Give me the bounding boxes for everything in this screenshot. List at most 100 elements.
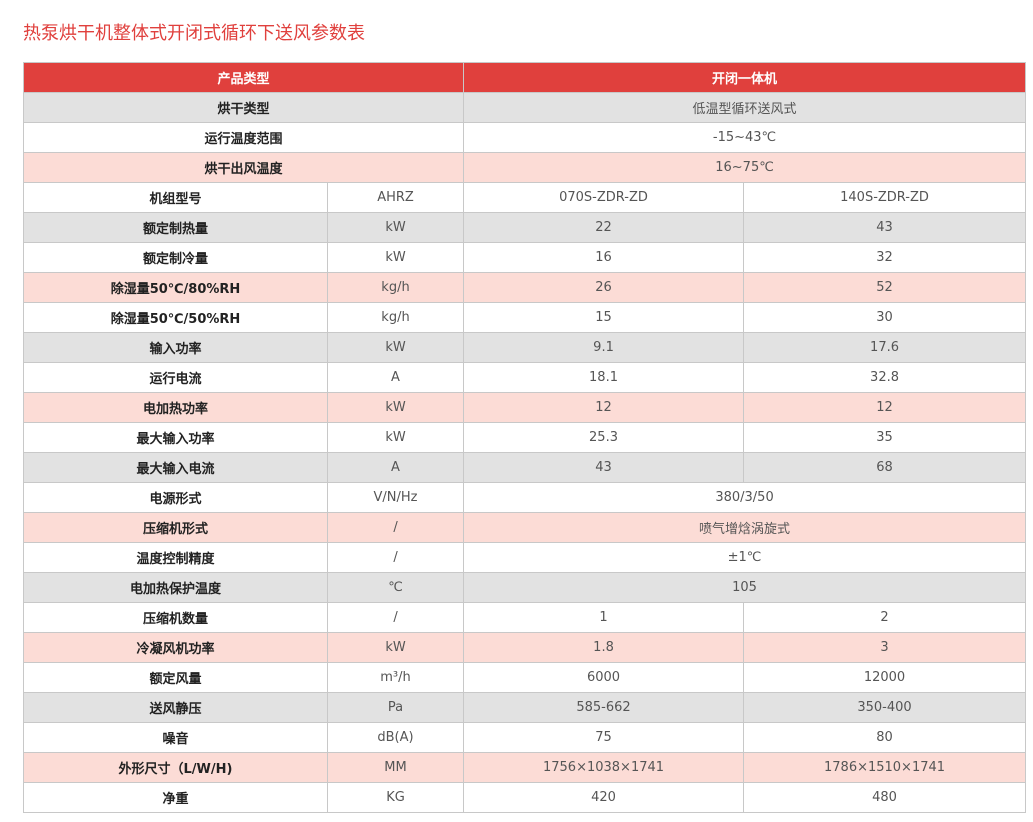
table-row: 运行电流 A 18.1 32.8 — [23, 362, 1027, 393]
table-cell: / — [326, 542, 465, 573]
table-row: 送风静压 Pa 585-662 350-400 — [23, 692, 1027, 723]
table-cell: 35 — [743, 422, 1027, 453]
table-cell: 压缩机形式 — [23, 512, 328, 543]
table-cell: kW — [326, 632, 465, 663]
table-row: 除湿量50℃/80%RH kg/h 26 52 — [23, 272, 1027, 303]
table-cell: 52 — [743, 272, 1027, 303]
table-cell: 420 — [463, 782, 745, 813]
table-cell: 电源形式 — [23, 482, 328, 513]
table-cell: 26 — [463, 272, 745, 303]
table-cell: 9.1 — [463, 332, 745, 363]
table-cell: 585-662 — [463, 692, 745, 723]
table-cell: A — [326, 452, 465, 483]
table-row: 额定制热量 kW 22 43 — [23, 212, 1027, 243]
table-cell: m³/h — [326, 662, 465, 693]
table-cell: 额定制冷量 — [23, 242, 328, 273]
table-row: 烘干类型 低温型循环送风式 — [22, 92, 1027, 123]
table-cell: dB(A) — [326, 722, 465, 753]
table-row: 除湿量50℃/50%RH kg/h 15 30 — [23, 302, 1027, 333]
table-cell: 32.8 — [743, 362, 1027, 393]
table-cell: kg/h — [326, 272, 465, 303]
table-cell: 15 — [463, 302, 745, 333]
table-cell: 输入功率 — [23, 332, 328, 363]
table-cell: kW — [326, 392, 465, 423]
table-row: 压缩机形式 / 喷气增焓涡旋式 — [23, 512, 1027, 543]
table-cell: / — [326, 602, 465, 633]
table-cell: 额定风量 — [23, 662, 328, 693]
table-cell: 电加热保护温度 — [23, 572, 328, 603]
table-cell: 压缩机数量 — [23, 602, 328, 633]
table-cell: 12 — [463, 392, 745, 423]
table-cell: ±1℃ — [463, 542, 1027, 573]
table-cell: 30 — [743, 302, 1027, 333]
table-cell: 68 — [743, 452, 1027, 483]
table-cell: 43 — [743, 212, 1027, 243]
page-title: 热泵烘干机整体式开闭式循环下送风参数表 — [23, 23, 365, 44]
table-row: 净重 KG 420 480 — [23, 782, 1027, 813]
table-cell: 除湿量50℃/80%RH — [23, 272, 328, 303]
table-cell: 外形尺寸（L/W/H) — [23, 752, 328, 783]
table-cell: 最大输入功率 — [23, 422, 328, 453]
table-cell: 3 — [743, 632, 1027, 663]
table-row: 电加热功率 kW 12 12 — [23, 392, 1027, 423]
table-row: 运行温度范围 -15~43℃ — [22, 122, 1027, 153]
table-cell: 运行温度范围 — [22, 122, 465, 153]
table-cell: kW — [326, 212, 465, 243]
table-cell: 净重 — [23, 782, 328, 813]
table-cell: 6000 — [463, 662, 745, 693]
table-row: 电源形式 V/N/Hz 380/3/50 — [23, 482, 1027, 513]
header-row: 产品类型 开闭一体机 — [22, 62, 1027, 93]
table-cell: 80 — [743, 722, 1027, 753]
table-cell: 12000 — [743, 662, 1027, 693]
table-cell: kW — [326, 422, 465, 453]
table-cell: 350-400 — [743, 692, 1027, 723]
table-cell: 运行电流 — [23, 362, 328, 393]
table-cell: 2 — [743, 602, 1027, 633]
table-cell: A — [326, 362, 465, 393]
table-cell: 22 — [463, 212, 745, 243]
table-cell: 12 — [743, 392, 1027, 423]
table-cell: 额定制热量 — [23, 212, 328, 243]
table-row: 外形尺寸（L/W/H) MM 1756×1038×1741 1786×1510×174… — [23, 752, 1027, 783]
table-cell: 75 — [463, 722, 745, 753]
table-cell: 烘干出风温度 — [22, 152, 465, 183]
table-cell: 480 — [743, 782, 1027, 813]
table-row: 电加热保护温度 ℃ 105 — [23, 572, 1027, 603]
table-row: 噪音 dB(A) 75 80 — [23, 722, 1027, 753]
table-cell: AHRZ — [326, 182, 465, 213]
table-cell: 电加热功率 — [23, 392, 328, 423]
table-cell: 070S-ZDR-ZD — [463, 182, 745, 213]
table-cell: MM — [326, 752, 465, 783]
table-cell: 最大输入电流 — [23, 452, 328, 483]
table-row: 最大输入功率 kW 25.3 35 — [23, 422, 1027, 453]
table-cell: kW — [326, 332, 465, 363]
table-cell: 43 — [463, 452, 745, 483]
table-cell: 机组型号 — [23, 182, 328, 213]
table-cell: 1756×1038×1741 — [463, 752, 745, 783]
table-row: 温度控制精度 / ±1℃ — [23, 542, 1027, 573]
table-cell: kg/h — [326, 302, 465, 333]
table-cell: 开闭一体机 — [463, 62, 1027, 93]
table-cell: 产品类型 — [22, 62, 465, 93]
table-cell: 17.6 — [743, 332, 1027, 363]
table-row: 额定风量 m³/h 6000 12000 — [23, 662, 1027, 693]
table-cell: / — [326, 512, 465, 543]
table-cell: 380/3/50 — [463, 482, 1027, 513]
table-cell: 温度控制精度 — [23, 542, 328, 573]
table-cell: 16 — [463, 242, 745, 273]
table-row: 最大输入电流 A 43 68 — [23, 452, 1027, 483]
table-cell: 1.8 — [463, 632, 745, 663]
table-cell: 除湿量50℃/50%RH — [23, 302, 328, 333]
table-cell: 16~75℃ — [463, 152, 1027, 183]
table-cell: kW — [326, 242, 465, 273]
table-cell: 喷气增焓涡旋式 — [463, 512, 1027, 543]
table-cell: 140S-ZDR-ZD — [743, 182, 1027, 213]
table-cell: 25.3 — [463, 422, 745, 453]
table-cell: 105 — [463, 572, 1027, 603]
table-cell: Pa — [326, 692, 465, 723]
table-cell: 冷凝风机功率 — [23, 632, 328, 663]
table-row: 压缩机数量/1 2 — [23, 602, 1027, 633]
table-cell: 1786×1510×1741 — [743, 752, 1027, 783]
table-row: 烘干出风温度 16~75℃ — [22, 152, 1027, 183]
